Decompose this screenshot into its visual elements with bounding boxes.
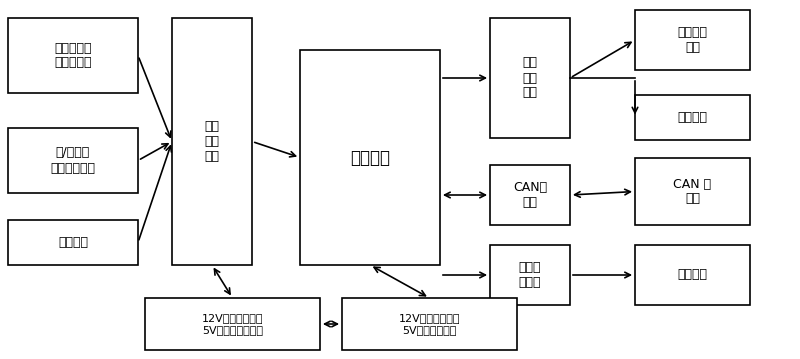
Text: 输入
信号
电路: 输入 信号 电路 — [205, 120, 219, 163]
Bar — [8, 128, 138, 193]
Text: CAN 双
绞线: CAN 双 绞线 — [674, 177, 711, 205]
Text: 电流传感器
角度传感器: 电流传感器 角度传感器 — [54, 42, 92, 70]
Text: 开/关按钮
微动检测开关: 开/关按钮 微动检测开关 — [50, 146, 95, 174]
Bar — [342, 298, 517, 350]
Text: 12V稳压电源芯片
5V传感器电源芯片: 12V稳压电源芯片 5V传感器电源芯片 — [202, 313, 263, 335]
Text: 报警喇叭: 报警喇叭 — [678, 111, 707, 124]
Bar — [635, 10, 750, 70]
Bar — [300, 50, 440, 265]
Bar — [8, 18, 138, 93]
Text: 主控芯片: 主控芯片 — [350, 149, 390, 167]
Bar — [145, 298, 320, 350]
Bar — [490, 245, 570, 305]
Text: 12V受控电源电路
5V受控电源电路: 12V受控电源电路 5V受控电源电路 — [398, 313, 460, 335]
Text: CAN收
发器: CAN收 发器 — [513, 181, 547, 209]
Text: 直流电机: 直流电机 — [678, 269, 707, 281]
Text: 蓄电池电: 蓄电池电 — [58, 236, 88, 249]
Bar — [635, 158, 750, 225]
Bar — [8, 220, 138, 265]
Bar — [635, 245, 750, 305]
Text: 输出
信号
电路: 输出 信号 电路 — [522, 56, 538, 99]
Bar — [490, 18, 570, 138]
Text: 行李箱闭
锁器: 行李箱闭 锁器 — [678, 26, 707, 54]
Bar — [635, 95, 750, 140]
Bar — [172, 18, 252, 265]
Text: 电机驱
动模块: 电机驱 动模块 — [518, 261, 542, 289]
Bar — [490, 165, 570, 225]
